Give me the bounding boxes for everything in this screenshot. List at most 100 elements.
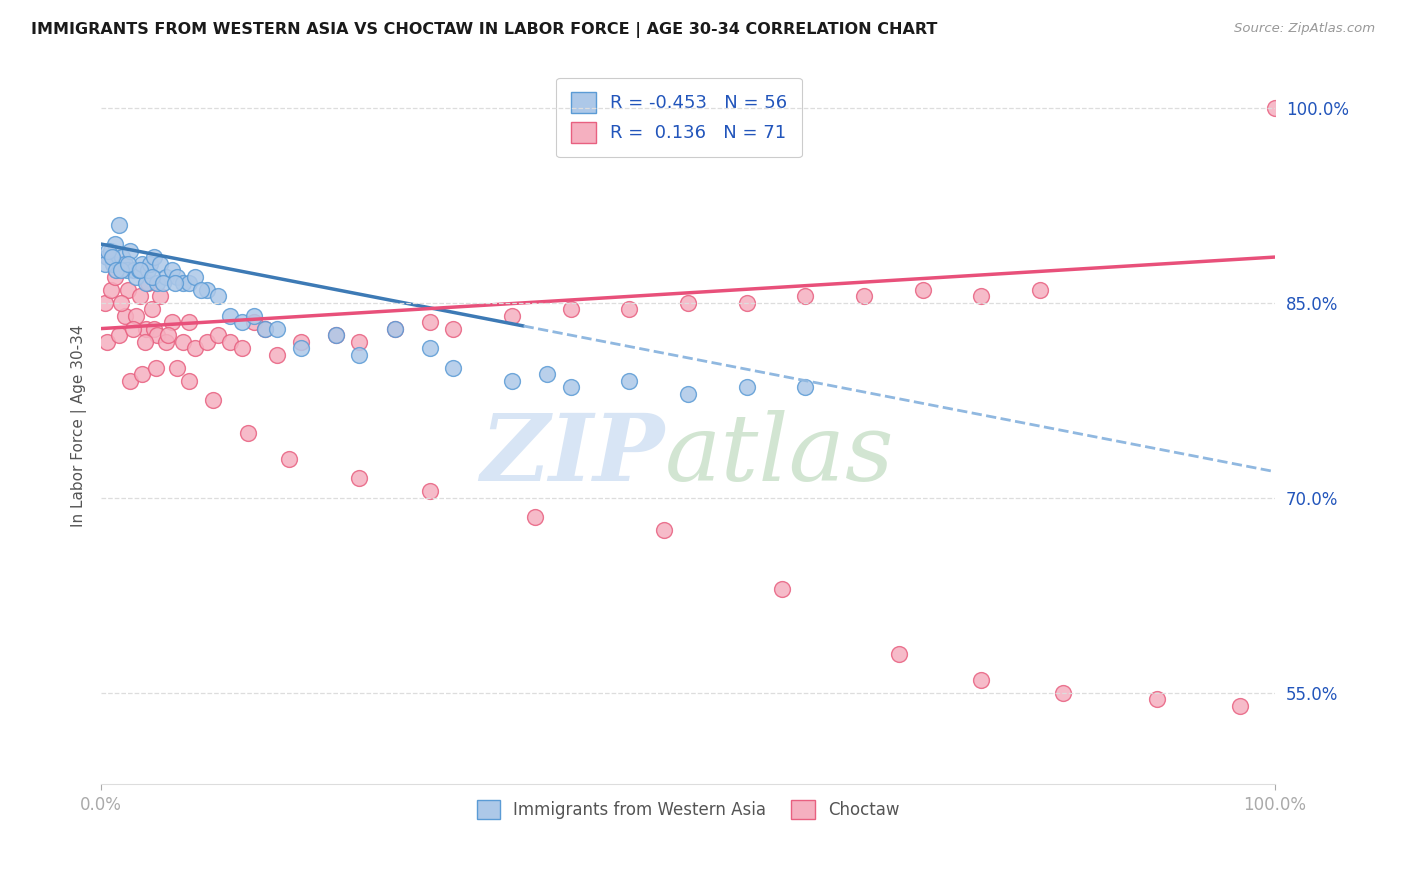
Point	[160, 263, 183, 277]
Point	[139, 256, 162, 270]
Point	[195, 283, 218, 297]
Point	[852, 289, 875, 303]
Point	[136, 263, 159, 277]
Point	[93, 256, 115, 270]
Point	[172, 276, 194, 290]
Point	[135, 321, 157, 335]
Point	[155, 334, 177, 349]
Point	[135, 276, 157, 290]
Point	[1052, 686, 1074, 700]
Point	[242, 315, 264, 329]
Point	[93, 295, 115, 310]
Point	[619, 302, 641, 317]
Point	[1229, 698, 1251, 713]
Legend: Immigrants from Western Asia, Choctaw: Immigrants from Western Asia, Choctaw	[470, 793, 905, 825]
Point	[560, 380, 582, 394]
Point	[128, 263, 150, 277]
Point	[107, 328, 129, 343]
Point	[121, 321, 143, 335]
Point	[290, 334, 312, 349]
Text: Source: ZipAtlas.com: Source: ZipAtlas.com	[1234, 22, 1375, 36]
Point	[195, 334, 218, 349]
Point	[111, 256, 134, 270]
Point	[115, 263, 138, 277]
Point	[794, 289, 817, 303]
Point	[97, 250, 120, 264]
Point	[325, 328, 347, 343]
Point	[384, 321, 406, 335]
Y-axis label: In Labor Force | Age 30-34: In Labor Force | Age 30-34	[72, 325, 87, 527]
Point	[179, 374, 201, 388]
Point	[104, 237, 127, 252]
Point	[419, 341, 441, 355]
Point	[142, 250, 165, 264]
Point	[441, 321, 464, 335]
Point	[101, 256, 124, 270]
Point	[560, 302, 582, 317]
Point	[654, 523, 676, 537]
Point	[349, 471, 371, 485]
Point	[125, 309, 148, 323]
Point	[179, 315, 201, 329]
Point	[149, 256, 172, 270]
Point	[125, 269, 148, 284]
Point	[146, 276, 169, 290]
Point	[231, 315, 253, 329]
Point	[114, 309, 136, 323]
Point	[676, 295, 699, 310]
Point	[219, 309, 242, 323]
Point	[207, 289, 229, 303]
Point	[384, 321, 406, 335]
Point	[676, 386, 699, 401]
Point	[231, 341, 253, 355]
Point	[141, 302, 163, 317]
Point	[419, 484, 441, 499]
Point	[1264, 101, 1286, 115]
Point	[735, 380, 758, 394]
Point	[111, 250, 134, 264]
Point	[207, 328, 229, 343]
Point	[889, 647, 911, 661]
Point	[236, 425, 259, 440]
Point	[190, 283, 212, 297]
Point	[524, 510, 547, 524]
Point	[110, 295, 132, 310]
Point	[735, 295, 758, 310]
Point	[157, 328, 180, 343]
Point	[911, 283, 934, 297]
Point	[96, 250, 118, 264]
Point	[970, 289, 993, 303]
Point	[277, 451, 299, 466]
Point	[142, 321, 165, 335]
Point	[219, 334, 242, 349]
Point	[105, 263, 128, 277]
Point	[970, 673, 993, 687]
Point	[122, 263, 145, 277]
Point	[96, 334, 118, 349]
Point	[146, 328, 169, 343]
Point	[184, 341, 207, 355]
Point	[349, 348, 371, 362]
Point	[441, 360, 464, 375]
Point	[110, 263, 132, 277]
Point	[155, 269, 177, 284]
Point	[254, 321, 277, 335]
Point	[242, 309, 264, 323]
Point	[131, 367, 153, 381]
Point	[131, 256, 153, 270]
Point	[107, 218, 129, 232]
Point	[152, 276, 174, 290]
Point	[179, 276, 201, 290]
Point	[145, 360, 167, 375]
Text: atlas: atlas	[665, 409, 894, 500]
Point	[128, 263, 150, 277]
Point	[134, 334, 156, 349]
Point	[105, 263, 128, 277]
Point	[349, 334, 371, 349]
Point	[1146, 692, 1168, 706]
Point	[117, 283, 139, 297]
Point	[166, 360, 188, 375]
Point	[325, 328, 347, 343]
Point	[201, 393, 224, 408]
Point	[184, 269, 207, 284]
